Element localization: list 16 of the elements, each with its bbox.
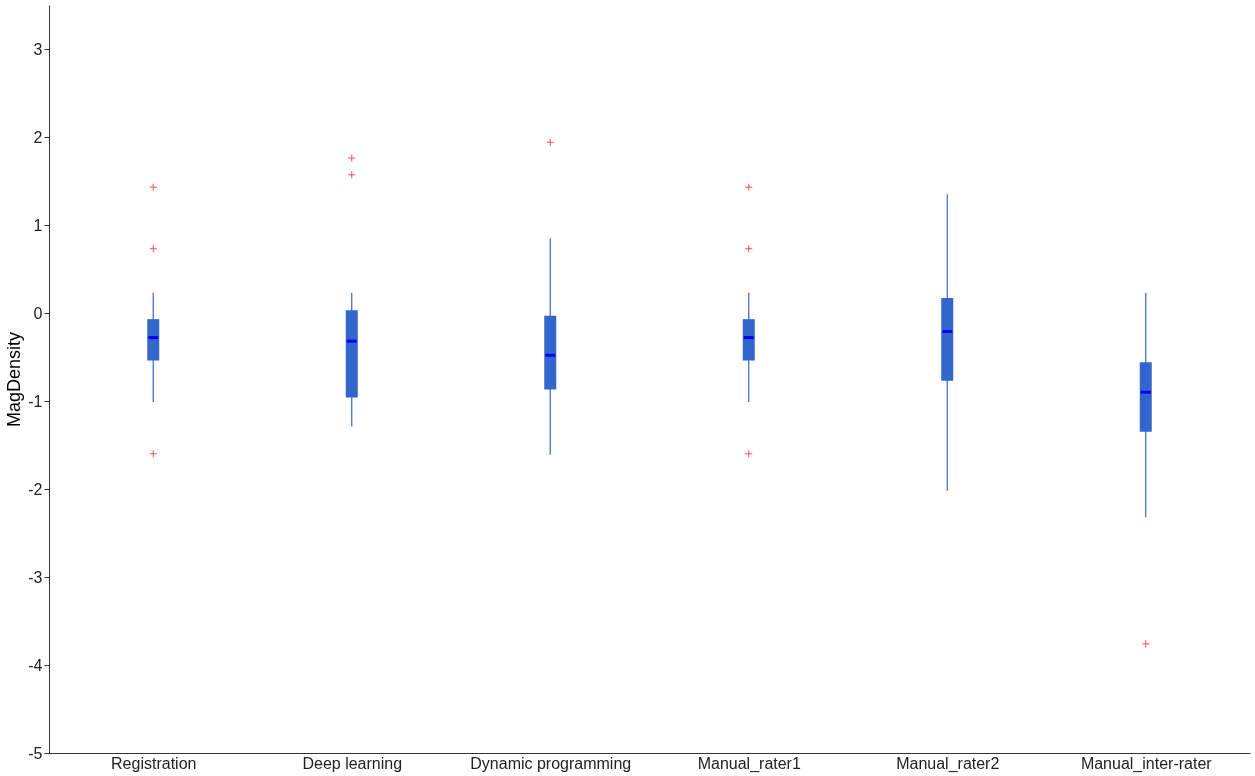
x-tick-label: Manual_inter-rater [1080,754,1213,773]
x-tick-label: Manual_rater1 [697,754,801,773]
x-tick-label: Registration [111,754,197,772]
x-tick-label: Deep learning [302,754,403,772]
y-axis-title: MagDensity [4,331,25,428]
y-tick-label: -2 [28,480,43,498]
y-tick-label: 3 [33,40,43,58]
y-tick-label: -4 [28,656,43,674]
y-tick-label: -1 [28,392,43,410]
y-tick-label: 0 [33,304,43,322]
y-tick-label: 2 [33,128,43,146]
y-tick-label: -5 [28,744,43,762]
y-tick-label: -3 [28,568,43,586]
x-tick-label: Dynamic programming [470,754,632,772]
x-tick-label: Manual_rater2 [896,754,1000,773]
y-tick-label: 1 [33,216,43,234]
